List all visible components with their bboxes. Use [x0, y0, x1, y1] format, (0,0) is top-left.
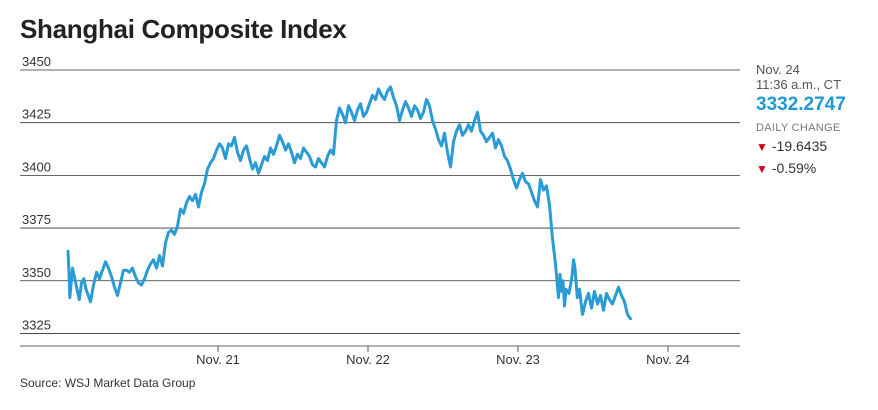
change-points-row: ▼ -19.6435 — [756, 137, 874, 156]
y-tick-label: 3450 — [22, 54, 51, 69]
x-tick-label: Nov. 21 — [196, 352, 240, 367]
y-tick-label: 3425 — [22, 107, 51, 122]
chart-title: Shanghai Composite Index — [20, 14, 347, 44]
y-tick-label: 3375 — [22, 212, 51, 227]
x-tick-label: Nov. 22 — [346, 352, 390, 367]
change-percent: -0.59% — [771, 160, 817, 176]
quote-panel: Nov. 24 11:36 a.m., CT 3332.2747 DAILY C… — [756, 62, 874, 178]
index-series — [66, 85, 632, 321]
source-note: Source: WSJ Market Data Group — [20, 376, 196, 390]
series-line — [66, 85, 632, 321]
down-arrow-icon: ▼ — [756, 162, 768, 176]
y-tick-label: 3400 — [22, 159, 51, 174]
quote-time: 11:36 a.m., CT — [756, 77, 842, 92]
change-points: -19.6435 — [771, 138, 828, 154]
change-percent-row: ▼ -0.59% — [756, 159, 874, 178]
x-axis-ticks: Nov. 21 Nov. 22 Nov. 23 Nov. 24 — [196, 346, 690, 367]
x-tick-label: Nov. 24 — [646, 352, 690, 367]
quote-date: Nov. 24 — [756, 62, 800, 77]
y-tick-label: 3325 — [22, 317, 51, 332]
quote-price: 3332.2747 — [756, 94, 846, 115]
daily-change-label: DAILY CHANGE — [756, 122, 841, 134]
down-arrow-icon: ▼ — [756, 140, 768, 154]
y-tick-label: 3350 — [22, 265, 51, 280]
x-tick-label: Nov. 23 — [496, 352, 540, 367]
y-axis-ticks: 3325 3350 3375 3400 3425 3450 — [22, 54, 51, 332]
gridlines — [20, 69, 740, 347]
